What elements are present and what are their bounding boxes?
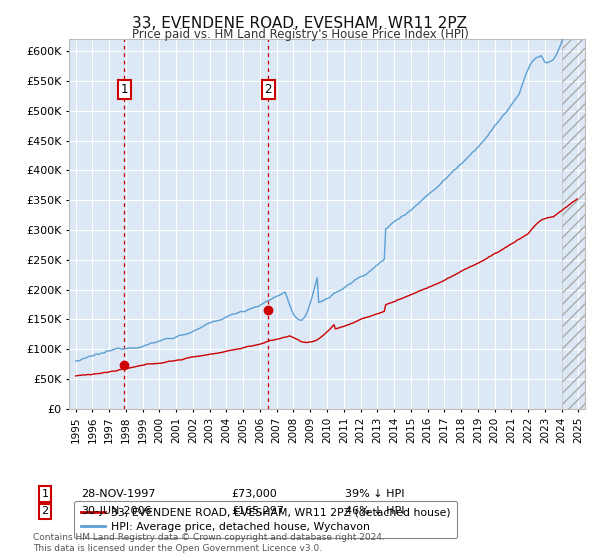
Text: 2: 2 — [41, 506, 49, 516]
Text: 33, EVENDENE ROAD, EVESHAM, WR11 2PZ: 33, EVENDENE ROAD, EVESHAM, WR11 2PZ — [133, 16, 467, 31]
Text: £73,000: £73,000 — [231, 489, 277, 499]
Text: 2: 2 — [265, 83, 272, 96]
Legend: 33, EVENDENE ROAD, EVESHAM, WR11 2PZ (detached house), HPI: Average price, detac: 33, EVENDENE ROAD, EVESHAM, WR11 2PZ (de… — [74, 501, 457, 538]
Text: 30-JUN-2006: 30-JUN-2006 — [81, 506, 151, 516]
Text: Contains HM Land Registry data © Crown copyright and database right 2024.
This d: Contains HM Land Registry data © Crown c… — [33, 533, 385, 553]
Text: 39% ↓ HPI: 39% ↓ HPI — [345, 489, 404, 499]
Text: Price paid vs. HM Land Registry's House Price Index (HPI): Price paid vs. HM Land Registry's House … — [131, 28, 469, 41]
Text: £165,297: £165,297 — [231, 506, 284, 516]
Text: 1: 1 — [41, 489, 49, 499]
Text: 1: 1 — [121, 83, 128, 96]
Text: 28-NOV-1997: 28-NOV-1997 — [81, 489, 155, 499]
Text: 46% ↓ HPI: 46% ↓ HPI — [345, 506, 404, 516]
